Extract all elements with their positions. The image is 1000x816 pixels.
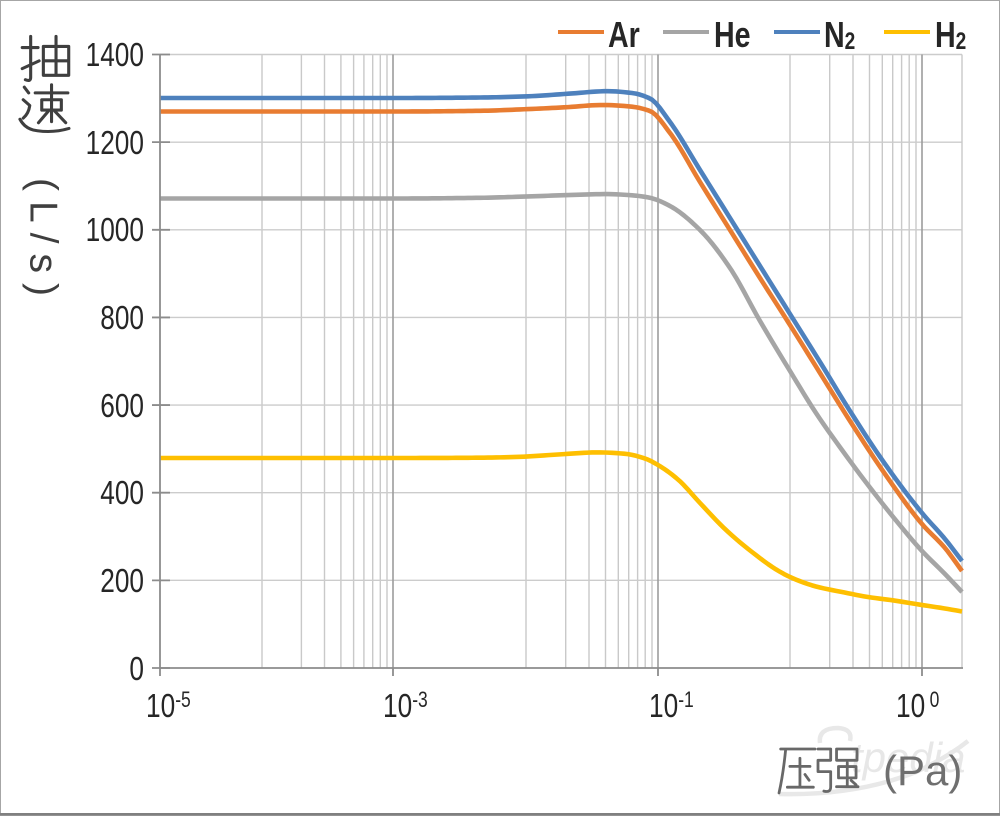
svg-text:tpedia: tpedia — [851, 734, 965, 781]
svg-text:(Pa): (Pa) — [883, 747, 962, 794]
svg-text:(L/s): (L/s) — [22, 178, 65, 306]
